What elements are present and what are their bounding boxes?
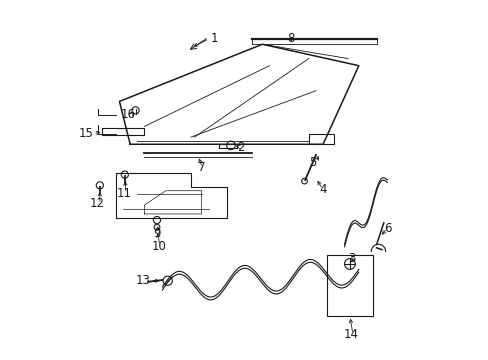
Text: 4: 4	[319, 183, 326, 196]
Text: 15: 15	[79, 127, 94, 140]
Text: 9: 9	[153, 227, 161, 240]
Text: 1: 1	[210, 32, 218, 45]
Bar	[326, 255, 372, 316]
Text: 7: 7	[198, 161, 205, 174]
Text: 14: 14	[344, 328, 358, 341]
Text: 10: 10	[151, 240, 166, 253]
Text: 6: 6	[383, 222, 390, 235]
Text: 8: 8	[286, 32, 294, 45]
Text: 13: 13	[135, 274, 150, 287]
Text: 11: 11	[116, 187, 131, 200]
Text: 5: 5	[308, 156, 315, 168]
Text: 3: 3	[347, 252, 355, 265]
Text: 16: 16	[120, 108, 135, 121]
Text: 12: 12	[90, 197, 104, 211]
Text: 2: 2	[237, 141, 244, 154]
